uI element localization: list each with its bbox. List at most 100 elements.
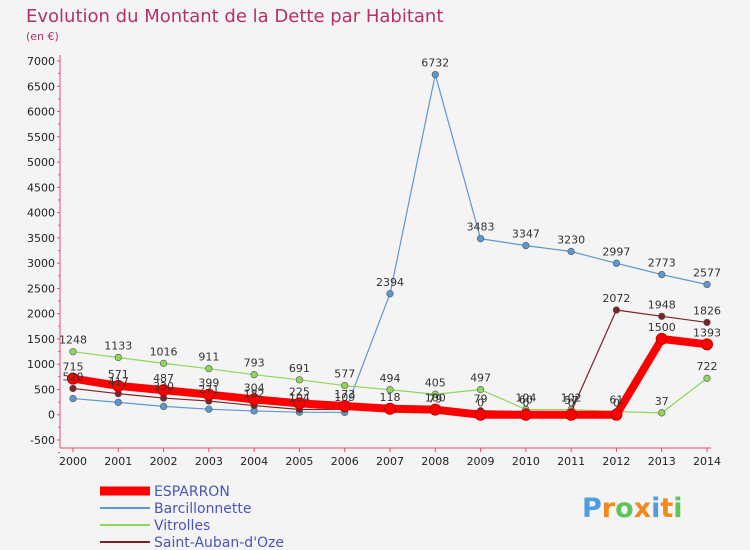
data-point xyxy=(429,403,442,416)
data-label: 571 xyxy=(108,368,129,381)
y-tick-label: 3000 xyxy=(27,257,55,270)
data-label: 1500 xyxy=(648,321,676,334)
data-point xyxy=(205,365,213,373)
data-point xyxy=(565,408,578,421)
data-point xyxy=(703,280,711,289)
data-label: 60 xyxy=(519,394,533,407)
y-tick-label: 6000 xyxy=(27,106,55,119)
data-label: 0 xyxy=(568,397,575,410)
data-point xyxy=(114,353,122,362)
logo-letter: i xyxy=(651,493,660,524)
data-label: 1826 xyxy=(693,304,721,317)
data-point xyxy=(248,393,261,406)
legend-label: Barcillonnette xyxy=(154,501,252,517)
data-label: 2577 xyxy=(693,267,721,280)
data-point xyxy=(250,371,258,379)
data-point xyxy=(202,388,215,401)
data-label: 37 xyxy=(655,395,669,408)
x-tick-label: 2013 xyxy=(648,455,676,468)
data-label: 3230 xyxy=(557,234,585,247)
data-point xyxy=(341,381,349,390)
data-label: 100 xyxy=(425,392,446,405)
chart-subtitle: (en €) xyxy=(26,30,59,43)
y-tick-label: -500 xyxy=(30,434,55,447)
x-tick-label: 2010 xyxy=(512,455,540,468)
data-label: 330 xyxy=(153,380,174,393)
x-tick-label: 2003 xyxy=(195,455,223,468)
data-label: 1016 xyxy=(150,345,178,358)
data-point xyxy=(610,408,623,421)
proxiti-logo: Proxiti xyxy=(582,493,683,524)
data-point xyxy=(567,247,575,256)
data-labels: 715 571 487 399 304 225 173 118 100 0 0 0 0 1500 1393 2… xyxy=(59,57,721,410)
legend-label: Vitrolles xyxy=(154,518,210,534)
y-tick-label: 5500 xyxy=(27,131,55,144)
data-point xyxy=(386,386,394,394)
y-tick-label: 1500 xyxy=(27,333,55,346)
data-point xyxy=(159,359,168,367)
data-point xyxy=(612,259,621,267)
data-label: 79 xyxy=(474,393,488,406)
y-tick-label: 0 xyxy=(48,409,55,422)
data-point xyxy=(69,348,77,356)
logo-letter: i xyxy=(673,493,682,524)
data-point xyxy=(112,379,125,392)
data-label: 79 xyxy=(428,393,442,406)
data-point xyxy=(658,409,666,417)
data-label: 520 xyxy=(63,370,84,383)
data-label: 6732 xyxy=(421,57,449,70)
data-point xyxy=(612,306,621,314)
x-tick-label: 2004 xyxy=(240,455,268,468)
data-point xyxy=(701,338,713,351)
data-label: 715 xyxy=(63,361,84,374)
x-tick-label: 2007 xyxy=(376,455,404,468)
data-label: 109 xyxy=(334,391,355,404)
data-label: 182 xyxy=(244,388,265,401)
data-label: 3483 xyxy=(467,221,495,234)
data-point xyxy=(431,390,439,398)
data-point xyxy=(205,405,213,413)
x-tick-label: 2011 xyxy=(557,455,585,468)
y-tick-label: 2000 xyxy=(27,308,55,321)
x-tick-label: 2005 xyxy=(285,455,313,468)
data-label: 494 xyxy=(380,372,401,385)
data-label: 405 xyxy=(425,376,446,389)
y-tick-label: 4500 xyxy=(27,181,55,194)
data-point xyxy=(658,312,666,320)
logo-letter: P xyxy=(582,493,602,524)
x-tick-label: 2009 xyxy=(467,455,495,468)
data-label: 0 xyxy=(477,397,484,410)
series-line xyxy=(72,73,708,414)
data-label: 104 xyxy=(515,391,536,404)
data-point xyxy=(476,386,485,394)
data-label: 2072 xyxy=(602,292,630,305)
y-tick-label: 3500 xyxy=(27,232,55,245)
data-point xyxy=(655,332,668,345)
logo-letter: x xyxy=(634,493,651,524)
logo-letter: t xyxy=(660,493,673,524)
data-point xyxy=(386,290,394,298)
data-point xyxy=(293,397,306,410)
data-label: 577 xyxy=(334,368,355,381)
data-label: 691 xyxy=(289,362,310,375)
data-label: 487 xyxy=(153,372,174,385)
data-point xyxy=(703,318,711,327)
data-label: 225 xyxy=(289,385,310,398)
data-label: 1133 xyxy=(104,339,132,352)
axes: 7000650060005500500045004000350030002500… xyxy=(27,55,721,468)
data-label: 417 xyxy=(108,376,129,389)
y-tick-label: 5000 xyxy=(27,156,55,169)
data-point xyxy=(474,408,487,421)
data-label: 1393 xyxy=(693,326,721,339)
x-tick-label: 2008 xyxy=(421,455,449,468)
data-point xyxy=(476,235,485,243)
x-tick-label: 2001 xyxy=(104,455,132,468)
data-label: 497 xyxy=(470,372,491,385)
x-tick-label: 2006 xyxy=(331,455,359,468)
data-label: 0 xyxy=(522,397,529,410)
data-point xyxy=(384,402,396,415)
data-label: 271 xyxy=(198,383,219,396)
data-label: 3347 xyxy=(512,228,540,241)
data-point xyxy=(69,394,77,403)
data-point xyxy=(157,384,170,397)
